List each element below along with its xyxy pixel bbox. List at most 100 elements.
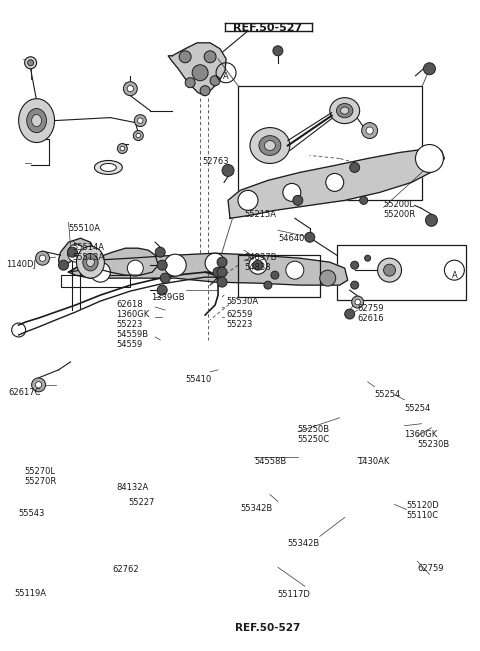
Circle shape [210,76,220,86]
Circle shape [39,255,46,261]
Text: 55270R: 55270R [24,477,57,486]
Text: 54640: 54640 [278,234,304,243]
Circle shape [360,197,368,204]
Text: 55530A: 55530A [226,297,258,306]
Text: 55200L: 55200L [384,201,414,210]
Ellipse shape [19,99,55,143]
Text: 62759: 62759 [418,564,444,574]
Ellipse shape [95,161,122,174]
Circle shape [185,77,195,88]
Text: 62616: 62616 [358,314,384,323]
Text: 54559B: 54559B [116,330,148,339]
Circle shape [204,51,216,62]
Circle shape [36,381,42,388]
Circle shape [305,232,315,242]
Bar [336,245,467,300]
Text: 52763: 52763 [202,158,229,167]
Text: 55254: 55254 [405,404,431,413]
Circle shape [320,270,336,286]
Text: A: A [452,271,457,280]
Ellipse shape [330,98,360,124]
Polygon shape [228,148,444,218]
Text: 1360GK: 1360GK [116,310,150,319]
Ellipse shape [336,104,353,118]
Text: 55250C: 55250C [298,435,330,444]
Circle shape [425,214,437,227]
Text: 55227: 55227 [128,499,155,508]
Circle shape [217,257,227,267]
Circle shape [59,260,69,270]
Text: 55120D: 55120D [407,501,439,510]
Text: 55200R: 55200R [384,210,416,219]
Ellipse shape [264,141,276,150]
Circle shape [157,285,167,295]
Polygon shape [69,248,158,275]
Circle shape [283,184,301,201]
Circle shape [36,251,49,265]
Text: 62617C: 62617C [9,388,41,397]
Text: REF.50-527: REF.50-527 [233,23,302,33]
Circle shape [423,62,435,75]
Text: 54837B: 54837B [244,253,276,262]
Bar [60,275,130,287]
Text: 55230B: 55230B [418,439,450,449]
Circle shape [253,260,263,270]
Circle shape [123,82,137,96]
Polygon shape [168,43,226,96]
Circle shape [205,253,225,273]
Circle shape [326,173,344,191]
Text: 55514A: 55514A [72,243,105,252]
Bar [238,86,422,201]
Circle shape [350,163,360,173]
Text: 1360GK: 1360GK [405,430,438,439]
Text: 55270L: 55270L [24,467,56,476]
Circle shape [136,133,141,138]
Circle shape [157,260,167,270]
Circle shape [271,271,279,279]
Polygon shape [69,253,348,285]
Circle shape [366,127,373,134]
Circle shape [238,190,258,210]
Ellipse shape [32,115,42,127]
Ellipse shape [83,253,98,271]
Circle shape [293,195,303,205]
Circle shape [127,260,144,276]
Text: 54559: 54559 [116,340,143,349]
Circle shape [68,244,85,262]
Text: 55510A: 55510A [69,225,100,233]
Ellipse shape [250,128,290,163]
Text: 55410: 55410 [185,375,211,384]
Circle shape [384,264,396,276]
Text: REF.50-527: REF.50-527 [235,623,300,633]
Circle shape [213,267,223,277]
Ellipse shape [76,246,104,278]
Circle shape [416,145,444,173]
Circle shape [179,51,191,62]
Text: 54838: 54838 [244,263,271,272]
Circle shape [24,57,36,69]
Circle shape [120,146,125,151]
Circle shape [200,86,210,96]
Text: 54558B: 54558B [254,456,286,465]
Circle shape [138,118,143,123]
Circle shape [134,115,146,126]
Circle shape [164,254,186,276]
Bar [238,255,320,297]
Text: 84132A: 84132A [116,482,149,492]
Circle shape [361,122,378,139]
Text: 55513A: 55513A [72,253,105,262]
Text: 55110C: 55110C [407,512,439,520]
Circle shape [127,85,133,92]
Text: 55543: 55543 [19,510,45,518]
Text: 55223: 55223 [226,320,252,329]
Text: 62559: 62559 [226,310,252,319]
Circle shape [286,261,304,279]
Text: 62762: 62762 [112,565,139,574]
Circle shape [90,262,110,282]
Text: 1430AK: 1430AK [357,456,389,465]
Text: 55215A: 55215A [244,210,276,219]
Circle shape [264,281,272,289]
Circle shape [217,277,227,287]
Circle shape [249,256,267,274]
Circle shape [28,60,34,66]
